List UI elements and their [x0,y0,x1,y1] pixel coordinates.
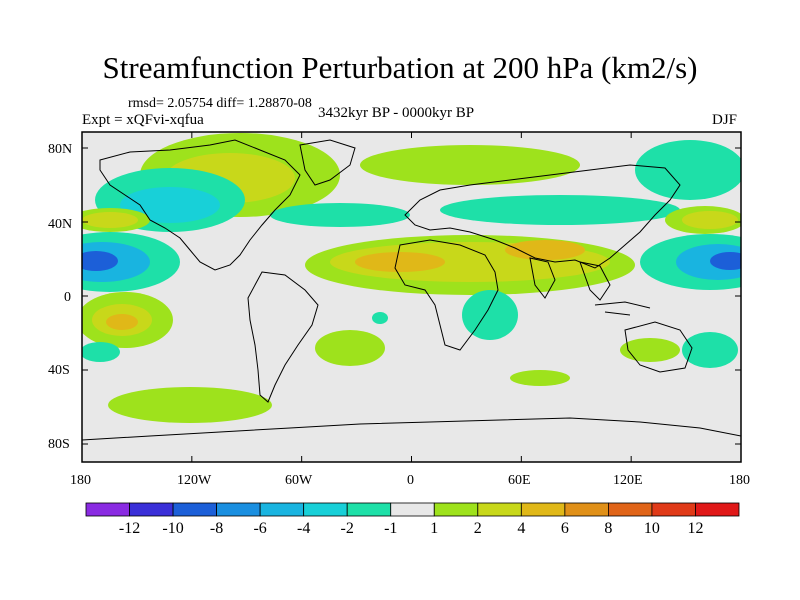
experiment-label: Expt = xQFvi-xqfua [82,112,204,128]
contour-cyangreen [270,203,410,227]
contour-lightgreen [108,387,272,423]
colorbar-label: 10 [644,520,660,537]
colorbar-label: -4 [297,520,310,537]
contour-orange [505,240,585,260]
colorbar: -12 -10 -8 -6 -4 -2 -1 1 2 4 6 8 10 12 [85,502,740,537]
colorbar-swatch [477,502,522,517]
period-label: 3432kyr BP - 0000kyr BP [318,105,475,121]
coastlines [82,139,741,441]
contour-lightgreen [620,338,680,362]
contour-orange [355,252,445,272]
colorbar-label: -12 [119,520,140,537]
colorbar-swatch [129,502,174,517]
contour-darkblue [710,252,741,270]
colorbar-swatch [172,502,217,517]
lon-label: 180 [729,473,750,488]
colorbar-swatch [564,502,609,517]
colorbar-label: 2 [474,520,482,537]
contour-lightgreen [360,145,580,185]
lat-label: 40S [48,363,70,378]
colorbar-label: -10 [162,520,183,537]
contour-cyangreen [462,290,518,340]
colorbar-swatch [433,502,479,517]
lon-label: 120E [613,473,643,488]
colorbar-label: -2 [341,520,354,537]
contour-olive [82,212,138,228]
contour-cyangreen [82,342,120,362]
colorbar-label: 4 [517,520,525,537]
colorbar-swatch [216,502,261,517]
contour-orange [106,314,138,330]
colorbar-swatch [695,502,740,517]
colorbar-swatch [390,502,435,517]
contour-olive [682,211,738,229]
stats-line: rmsd= 2.05754 diff= 1.28870-08 [128,96,312,111]
colorbar-label: -8 [210,520,223,537]
contour-cyan [120,187,220,223]
colorbar-label: 1 [430,520,438,537]
colorbar-swatch [608,502,653,517]
contour-fills [82,133,741,423]
lat-label: 0 [64,290,71,305]
lat-label: 80N [48,142,72,157]
contour-cyangreen [372,312,388,324]
colorbar-label: -6 [253,520,266,537]
colorbar-swatch [259,502,305,517]
lon-label: 180 [70,473,91,488]
colorbar-swatch [85,502,130,517]
axis-ticks [81,132,742,462]
colorbar-label: 12 [687,520,703,537]
colorbar-swatch [651,502,696,517]
lon-label: 60E [508,473,531,488]
colorbar-label: 6 [561,520,569,537]
axis-labels: 80N 40N 0 40S 80S 180 120W 60W 0 60E 120… [48,142,750,488]
contour-cyangreen [635,140,741,200]
lon-label: 0 [407,473,414,488]
colorbar-swatch [303,502,348,517]
colorbar-swatch [520,502,566,517]
lat-label: 80S [48,437,70,452]
colorbar-label: -1 [384,520,397,537]
colorbar-swatch [346,502,392,517]
contour-lightgreen [510,370,570,386]
lon-label: 60W [285,473,313,488]
season-label: DJF [712,112,738,128]
contour-cyangreen [682,332,738,368]
colorbar-label: 8 [604,520,612,537]
contour-darkblue [82,251,118,271]
lon-label: 120W [177,473,212,488]
lat-label: 40N [48,217,72,232]
contour-cyangreen [440,195,680,225]
contour-lightgreen [315,330,385,366]
chart-title: Streamfunction Perturbation at 200 hPa (… [102,50,698,85]
